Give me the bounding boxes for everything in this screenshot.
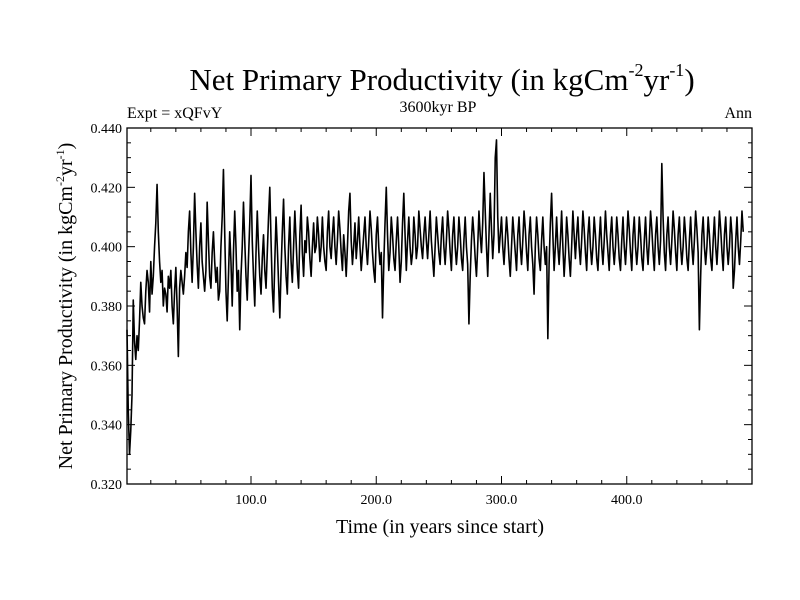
chart-title: Net Primary Productivity (in kgCm-2yr-1) — [189, 60, 694, 97]
x-tick-label: 200.0 — [360, 493, 392, 508]
x-axis-label: Time (in years since start) — [336, 516, 544, 538]
y-tick-label: 0.380 — [91, 300, 123, 315]
axis-ticks — [127, 127, 752, 485]
experiment-label: Expt = xQFvY — [127, 105, 223, 122]
y-axis-label-mid: yr — [55, 159, 77, 176]
y-axis-label-sup2: -1 — [53, 149, 67, 159]
chart-title-suffix: ) — [684, 62, 694, 97]
y-axis-label-suffix: ) — [55, 143, 77, 150]
x-tick-labels: 100.0 200.0 300.0 400.0 — [235, 493, 642, 508]
y-tick-label: 0.420 — [91, 181, 123, 196]
y-tick-labels: 0.320 0.340 0.360 0.380 0.400 0.420 0.440 — [91, 122, 123, 493]
y-tick-label: 0.320 — [91, 478, 123, 493]
x-tick-label: 400.0 — [611, 493, 643, 508]
y-axis-label-sup1: -2 — [53, 176, 67, 186]
y-axis-label: Net Primary Productivity (in kgCm-2yr-1) — [53, 143, 77, 470]
y-tick-label: 0.440 — [91, 122, 123, 137]
season-label: Ann — [724, 105, 752, 122]
chart-title-sup1: -2 — [628, 60, 643, 80]
x-tick-label: 100.0 — [235, 493, 267, 508]
x-tick-label: 300.0 — [486, 493, 518, 508]
chart-title-prefix: Net Primary Productivity (in kgCm — [189, 62, 628, 97]
y-tick-label: 0.400 — [91, 241, 123, 256]
chart-title-sup2: -1 — [669, 60, 684, 80]
npp-series-line — [126, 139, 745, 456]
period-label: 3600kyr BP — [400, 99, 477, 116]
y-tick-label: 0.360 — [91, 359, 123, 374]
plot-frame — [126, 127, 753, 485]
chart-title-mid: yr — [643, 62, 670, 97]
y-axis-label-prefix: Net Primary Productivity (in kgCm — [55, 186, 77, 470]
y-tick-label: 0.340 — [91, 419, 123, 434]
